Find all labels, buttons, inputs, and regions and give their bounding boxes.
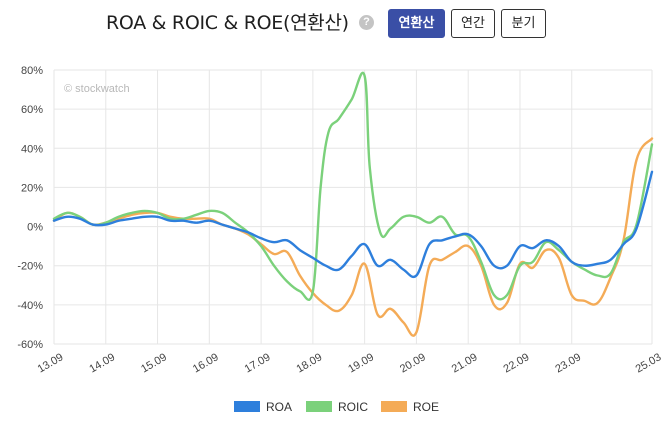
y-axis: 80% 60% 40% 20% 0% -20% -40% -60% — [17, 65, 43, 351]
help-icon[interactable]: ? — [359, 15, 374, 30]
x-tick-label: 14.09 — [87, 351, 117, 375]
series-line-roic — [52, 71, 654, 302]
legend-label-roe: ROE — [413, 400, 440, 414]
x-tick-label: 17.09 — [243, 351, 273, 375]
x-axis: 13.09 14.09 15.09 16.09 17.09 18.09 19.09 20.09… — [36, 351, 664, 375]
watermark-text: © stockwatch — [64, 83, 130, 95]
legend-item-roa[interactable]: ROA — [234, 400, 292, 414]
y-tick-label: 0% — [27, 222, 43, 234]
series-lines — [52, 71, 654, 337]
grid-lines — [53, 69, 653, 345]
x-tick-label: 19.09 — [346, 351, 376, 375]
legend-swatch-roa — [234, 401, 260, 412]
y-tick-label: -60% — [17, 339, 43, 351]
series-line-roe — [52, 137, 654, 337]
x-tick-label: 18.09 — [294, 351, 324, 375]
y-tick-label: -20% — [17, 261, 43, 273]
y-tick-label: -40% — [17, 300, 43, 312]
period-button-annual[interactable]: 연간 — [451, 9, 495, 38]
legend-label-roa: ROA — [266, 400, 293, 414]
legend-item-roe[interactable]: ROE — [381, 400, 439, 414]
period-button-annualized[interactable]: 연환산 — [388, 9, 445, 38]
period-button-quarterly[interactable]: 분기 — [501, 9, 546, 38]
y-tick-label: 80% — [21, 65, 43, 77]
x-tick-label: 23.09 — [553, 351, 583, 375]
legend-label-roic: ROIC — [338, 400, 368, 414]
chart-title: ROA & ROIC & ROE(연환산) — [106, 12, 349, 34]
x-tick-label: 13.09 — [36, 351, 66, 375]
x-tick-label: 16.09 — [191, 351, 221, 375]
line-chart: 80% 60% 40% 20% 0% -20% -40% -60% 13.09 14.09 15.… — [17, 65, 664, 375]
legend-item-roic[interactable]: ROIC — [306, 400, 368, 414]
y-tick-label: 40% — [21, 143, 43, 155]
legend-swatch-roe — [381, 401, 407, 412]
x-tick-label: 15.09 — [139, 351, 169, 375]
y-tick-label: 60% — [21, 104, 43, 116]
series-line-roa — [52, 170, 654, 279]
legend-swatch-roic — [306, 401, 332, 412]
x-tick-label: 21.09 — [450, 351, 480, 375]
x-tick-label: 22.09 — [502, 351, 532, 375]
x-tick-label: 25.03 — [634, 351, 664, 375]
x-tick-label: 20.09 — [398, 351, 428, 375]
y-tick-label: 20% — [21, 182, 43, 194]
